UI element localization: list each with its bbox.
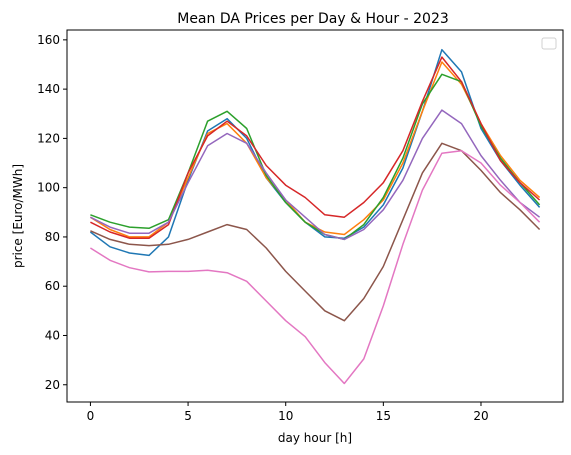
x-tick-label: 0 (87, 409, 95, 423)
y-tick-label: 100 (37, 181, 60, 195)
chart-title: Mean DA Prices per Day & Hour - 2023 (177, 11, 449, 27)
series-line-5 (90, 109, 541, 241)
x-axis-ticks: 0 5 10 15 20 (87, 402, 489, 423)
series-line-7 (90, 149, 541, 385)
y-tick-label: 60 (45, 279, 60, 293)
y-tick-label: 80 (45, 230, 60, 244)
y-tick-label: 120 (37, 131, 60, 145)
x-tick-label: 20 (473, 409, 488, 423)
y-tick-label: 140 (37, 82, 60, 96)
series-layer (89, 48, 541, 385)
series-line-4 (90, 56, 541, 239)
x-axis-title: day hour [h] (278, 431, 352, 445)
legend-box (541, 37, 557, 50)
series-line-1 (89, 48, 541, 257)
x-tick-label: 10 (278, 409, 293, 423)
y-tick-label: 160 (37, 33, 60, 47)
x-tick-label: 5 (184, 409, 192, 423)
y-axis-ticks: 20 40 60 80 100 120 140 160 (37, 33, 67, 392)
plot-frame (66, 29, 564, 403)
x-tick-label: 15 (376, 409, 391, 423)
y-axis-title: price [Euro/MWh] (11, 164, 25, 268)
y-tick-label: 20 (45, 378, 60, 392)
series-line-6 (90, 142, 541, 322)
series-line-2 (90, 61, 541, 238)
y-tick-label: 40 (45, 328, 60, 342)
